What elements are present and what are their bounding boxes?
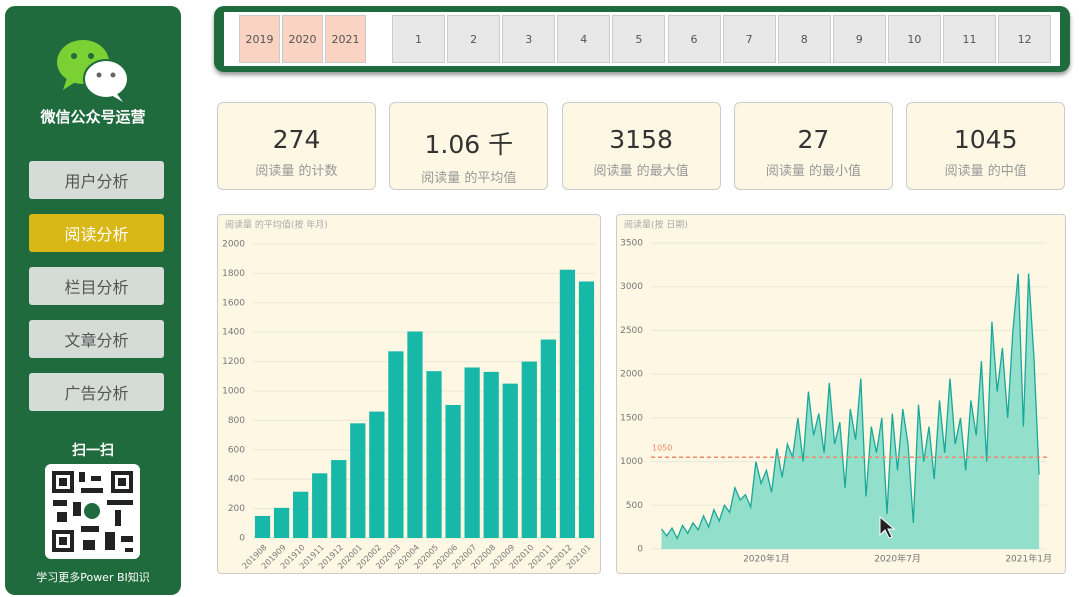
area-chart: 阅读量(按 日期) 0 500 1000 1500 2000 2500 3000 3500 202… (620, 219, 1052, 565)
kpi-value: 3158 (609, 125, 673, 154)
reference-label: 1050 (652, 444, 672, 453)
sidebar: 微信公众号运营 用户分析阅读分析栏目分析文章分析广告分析 扫一扫 学习更多Pow… (5, 6, 181, 595)
year-button[interactable]: 2019 (239, 15, 280, 63)
month-button[interactable]: 7 (722, 15, 776, 63)
month-button[interactable]: 2 (447, 15, 501, 63)
y-tick-label: 0 (637, 545, 643, 555)
logo (57, 40, 129, 102)
month-button[interactable]: 3 (502, 15, 556, 63)
bar (540, 339, 556, 538)
x-tick-label: 2020年7月 (874, 553, 921, 565)
kpi-value: 1045 (953, 125, 1018, 154)
y-tick-label: 200 (228, 504, 245, 514)
month-button[interactable]: 12 (998, 15, 1052, 63)
bar (578, 281, 595, 538)
y-tick-label: 0 (239, 534, 245, 544)
chart-title: 阅读量 的平均值(按 年月) (225, 219, 328, 231)
scan-label: 扫一扫 (72, 443, 114, 459)
month-button[interactable]: 9 (832, 15, 886, 63)
nav-button[interactable]: 栏目分析 (29, 267, 164, 305)
y-tick-label: 2000 (222, 240, 245, 250)
month-button[interactable]: 10 (887, 15, 941, 63)
nav-button[interactable]: 广告分析 (29, 373, 164, 411)
kpi-card: 27 阅读量 的最小值 (733, 102, 893, 190)
month-button[interactable]: 1 (392, 15, 445, 63)
bar (388, 351, 404, 538)
y-tick-label: 3500 (620, 239, 643, 249)
bar (483, 371, 499, 538)
line (660, 273, 1040, 541)
line-panel: 阅读量(按 日期) 0 500 1000 1500 2000 2500 3000 3500 202… (616, 214, 1066, 574)
kpi-value: 1.06 千 (424, 130, 514, 159)
kpi-label: 阅读量 的中值 (944, 164, 1027, 179)
month-button[interactable]: 8 (777, 15, 831, 63)
y-tick-label: 1600 (222, 298, 245, 308)
y-tick-label: 2000 (620, 370, 643, 380)
y-tick-label: 600 (228, 445, 245, 455)
kpi-value: 274 (272, 125, 321, 154)
x-tick-label: 2020年1月 (743, 553, 790, 565)
y-tick-label: 1000 (222, 387, 245, 397)
bar (445, 404, 461, 538)
y-tick-label: 1200 (222, 357, 245, 367)
nav-button[interactable]: 阅读分析 (29, 214, 164, 252)
bar (521, 361, 537, 538)
kpi-label: 阅读量 的最大值 (593, 164, 689, 179)
kpi-card: 3158 阅读量 的最大值 (561, 102, 721, 190)
y-tick-label: 800 (228, 416, 245, 426)
kpi-card: 1.06 千阅读量 的平均值 (389, 102, 549, 190)
footer-text: 学习更多Power BI知识 (36, 571, 150, 584)
month-button[interactable]: 11 (943, 15, 996, 63)
kpi-label: 阅读量 的计数 (255, 164, 338, 179)
bar (559, 269, 576, 538)
year-button[interactable]: 2021 (325, 15, 366, 63)
kpi-label: 阅读量 的最小值 (765, 164, 861, 179)
bar-panel: 阅读量 的平均值(按 年月) 0 200 400 600 800 1000 1200 1400 1… (217, 214, 601, 574)
qr-code (45, 464, 140, 559)
bar (331, 460, 347, 538)
bar (350, 423, 366, 538)
y-tick-label: 1500 (620, 413, 643, 423)
y-tick-label: 400 (228, 475, 245, 485)
kpi-card: 1045 阅读量 的中值 (906, 102, 1066, 190)
bar-chart: 阅读量 的平均值(按 年月) 0 200 400 600 800 1000 1200 1400 1… (222, 219, 596, 571)
y-tick-label: 2500 (620, 326, 643, 336)
y-tick-label: 1400 (222, 328, 245, 338)
kpi-card: 274 阅读量 的计数 (217, 102, 376, 190)
month-button[interactable]: 4 (557, 15, 611, 63)
month-button[interactable]: 5 (612, 15, 666, 63)
bar (312, 473, 328, 538)
chart-title: 阅读量(按 日期) (624, 219, 688, 231)
bar (293, 491, 309, 538)
bar (464, 367, 480, 538)
y-tick-label: 3000 (620, 282, 643, 292)
y-tick-label: 1000 (620, 457, 643, 467)
y-tick-label: 500 (626, 501, 643, 511)
kpi-value: 27 (797, 125, 830, 154)
bar (254, 515, 271, 538)
y-tick-label: 1800 (222, 269, 245, 279)
nav-button[interactable]: 文章分析 (29, 320, 164, 358)
bar (369, 411, 385, 538)
month-button[interactable]: 6 (667, 15, 721, 63)
year-button[interactable]: 2020 (282, 15, 323, 63)
nav-button[interactable]: 用户分析 (29, 161, 164, 199)
cursor (879, 515, 896, 539)
bar (273, 507, 290, 538)
bar (426, 371, 442, 538)
bar (407, 331, 423, 538)
app-title: 微信公众号运营 (40, 108, 146, 126)
kpi-label: 阅读量 的平均值 (421, 171, 517, 186)
x-tick-label: 2021年1月 (1005, 553, 1052, 565)
bar (502, 383, 518, 538)
